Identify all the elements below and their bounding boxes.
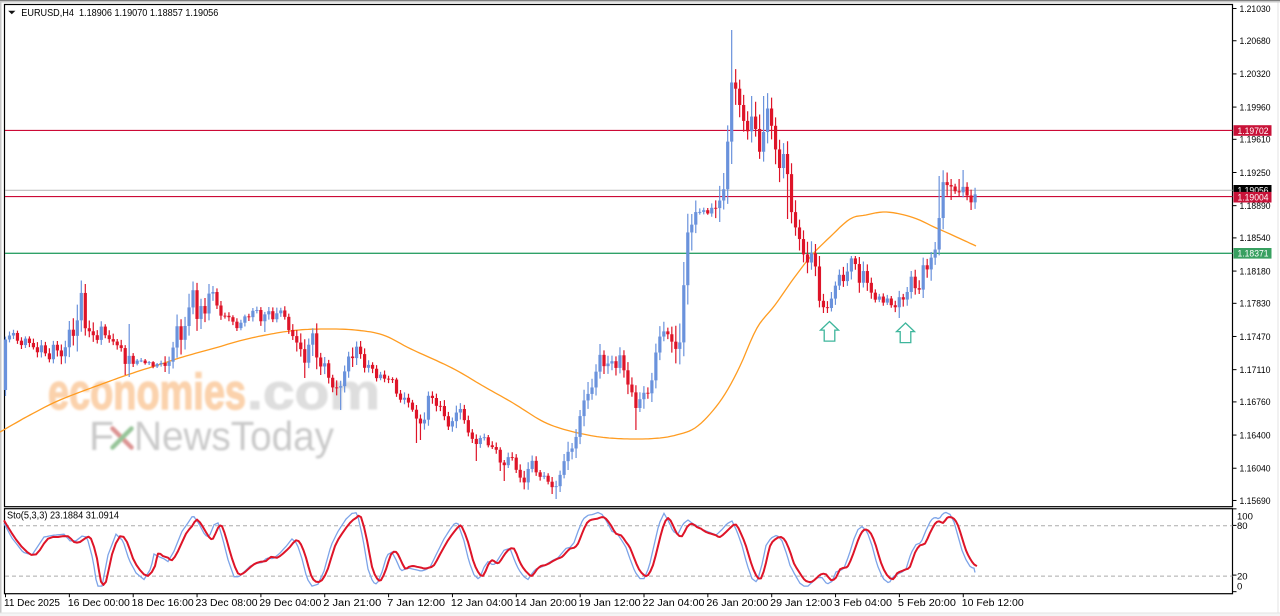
svg-text:1.19250: 1.19250 [1240,168,1271,179]
svg-text:11 Dec 2025: 11 Dec 2025 [4,598,60,609]
svg-text:20: 20 [1237,571,1248,582]
svg-text:0: 0 [1237,581,1242,592]
svg-text:1.18371: 1.18371 [1238,249,1269,260]
svg-text:80: 80 [1237,521,1248,532]
svg-text:.com: .com [247,364,380,420]
svg-text:5 Feb 20:00: 5 Feb 20:00 [898,598,956,609]
svg-text:29 Jan 12:00: 29 Jan 12:00 [770,598,832,609]
svg-text:22 Jan 04:00: 22 Jan 04:00 [643,598,705,609]
svg-text:18 Dec 16:00: 18 Dec 16:00 [132,598,194,609]
svg-text:14 Jan 20:00: 14 Jan 20:00 [515,598,577,609]
svg-text:F: F [89,413,114,459]
svg-text:EURUSD,H4 1.18906 1.19070 1.1: EURUSD,H4 1.18906 1.19070 1.18857 1.1905… [21,7,218,19]
svg-text:1.21030: 1.21030 [1240,4,1271,15]
svg-text:1.19702: 1.19702 [1238,126,1269,137]
svg-text:Sto(5,3,3) 23.1884 31.0914: Sto(5,3,3) 23.1884 31.0914 [7,511,119,522]
svg-text:1.19960: 1.19960 [1240,102,1271,113]
svg-text:2 Jan 21:00: 2 Jan 21:00 [323,598,381,609]
svg-text:26 Jan 20:00: 26 Jan 20:00 [706,598,768,609]
svg-text:23 Dec 08:00: 23 Dec 08:00 [196,598,258,609]
svg-text:7 Jan 12:00: 7 Jan 12:00 [387,598,445,609]
svg-text:10 Feb 12:00: 10 Feb 12:00 [962,598,1024,609]
svg-text:1.15690: 1.15690 [1240,496,1271,507]
svg-text:1.17110: 1.17110 [1240,365,1271,376]
svg-text:1.16400: 1.16400 [1240,430,1271,441]
svg-text:16 Dec 00:00: 16 Dec 00:00 [68,598,130,609]
svg-text:1.17470: 1.17470 [1240,332,1271,343]
svg-text:1.17830: 1.17830 [1240,299,1271,310]
svg-text:1.19610: 1.19610 [1240,135,1271,146]
svg-text:1.16040: 1.16040 [1240,464,1271,475]
svg-text:1.19056: 1.19056 [1238,186,1269,197]
svg-text:1.16760: 1.16760 [1240,397,1271,408]
svg-text:1.19004: 1.19004 [1238,193,1269,204]
svg-text:100: 100 [1237,512,1253,523]
svg-text:3 Feb 04:00: 3 Feb 04:00 [834,598,892,609]
svg-text:12 Jan 04:00: 12 Jan 04:00 [451,598,513,609]
svg-text:1.18540: 1.18540 [1240,233,1271,244]
svg-text:1.18180: 1.18180 [1240,266,1271,277]
svg-text:1.18890: 1.18890 [1240,201,1271,212]
svg-text:29 Dec 04:00: 29 Dec 04:00 [259,598,321,609]
svg-text:19 Jan 12:00: 19 Jan 12:00 [579,598,641,609]
svg-text:1.20680: 1.20680 [1240,36,1271,47]
svg-text:1.20320: 1.20320 [1240,69,1271,80]
svg-text:economies: economies [48,364,246,420]
svg-text:NewsToday: NewsToday [134,413,334,459]
